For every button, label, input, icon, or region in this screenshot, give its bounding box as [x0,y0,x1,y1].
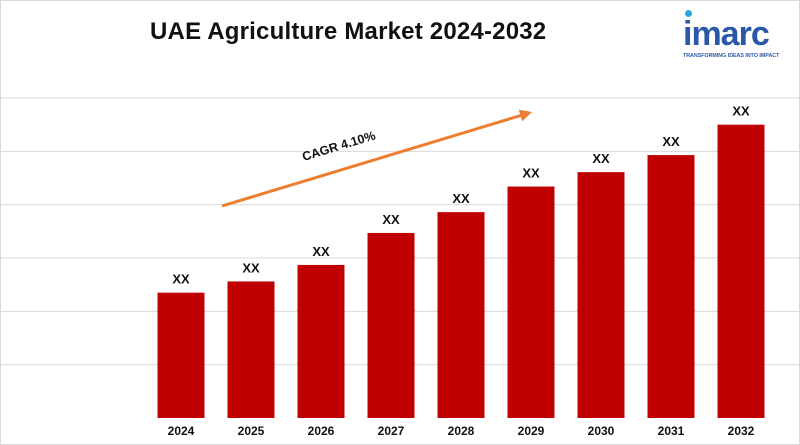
bar-2025 [227,281,275,418]
data-label-2027: XX [382,212,400,227]
bar-2029 [507,186,555,418]
bar-2032 [717,124,765,419]
data-label-2024: XX [172,272,190,287]
data-label-2029: XX [522,166,540,181]
cagr-arrow-line [221,113,525,208]
bar-2024 [157,292,205,418]
data-label-2028: XX [452,191,470,206]
x-tick-2026: 2026 [308,424,335,438]
cagr-annotation: CAGR 4.10% [221,109,532,208]
imarc-logo: imarc TRANSFORMING IDEAS INTO IMPACT [683,10,793,60]
bar-2027 [367,232,415,418]
chart-title: UAE Agriculture Market 2024-2032 [150,18,547,45]
bar-2026 [297,264,345,418]
logo-tagline: TRANSFORMING IDEAS INTO IMPACT [683,53,780,59]
x-tick-2028: 2028 [448,424,475,438]
cagr-arrow-head-icon [518,109,532,122]
data-label-2032: XX [732,104,750,119]
bar-2028 [437,212,485,418]
x-tick-2031: 2031 [658,424,685,438]
data-label-2030: XX [592,151,610,166]
cagr-label: CAGR 4.10% [301,128,378,163]
bar-2030 [577,172,625,418]
data-label-2026: XX [312,244,330,259]
x-axis-ticks: 2024 2025 2026 2027 2028 2029 2030 2031 2032 [168,424,755,438]
bars [157,124,765,419]
logo-dot-icon [685,10,692,17]
x-tick-2025: 2025 [238,424,265,438]
x-tick-2030: 2030 [588,424,615,438]
data-label-2031: XX [662,134,680,149]
data-label-2025: XX [242,260,260,275]
logo-wordmark: imarc [683,15,770,53]
data-labels: XX XX XX XX XX XX XX XX XX [172,104,750,287]
x-tick-2027: 2027 [378,424,405,438]
bar-2031 [647,155,695,419]
x-tick-2024: 2024 [168,424,195,438]
x-tick-2029: 2029 [518,424,545,438]
x-tick-2032: 2032 [728,424,755,438]
